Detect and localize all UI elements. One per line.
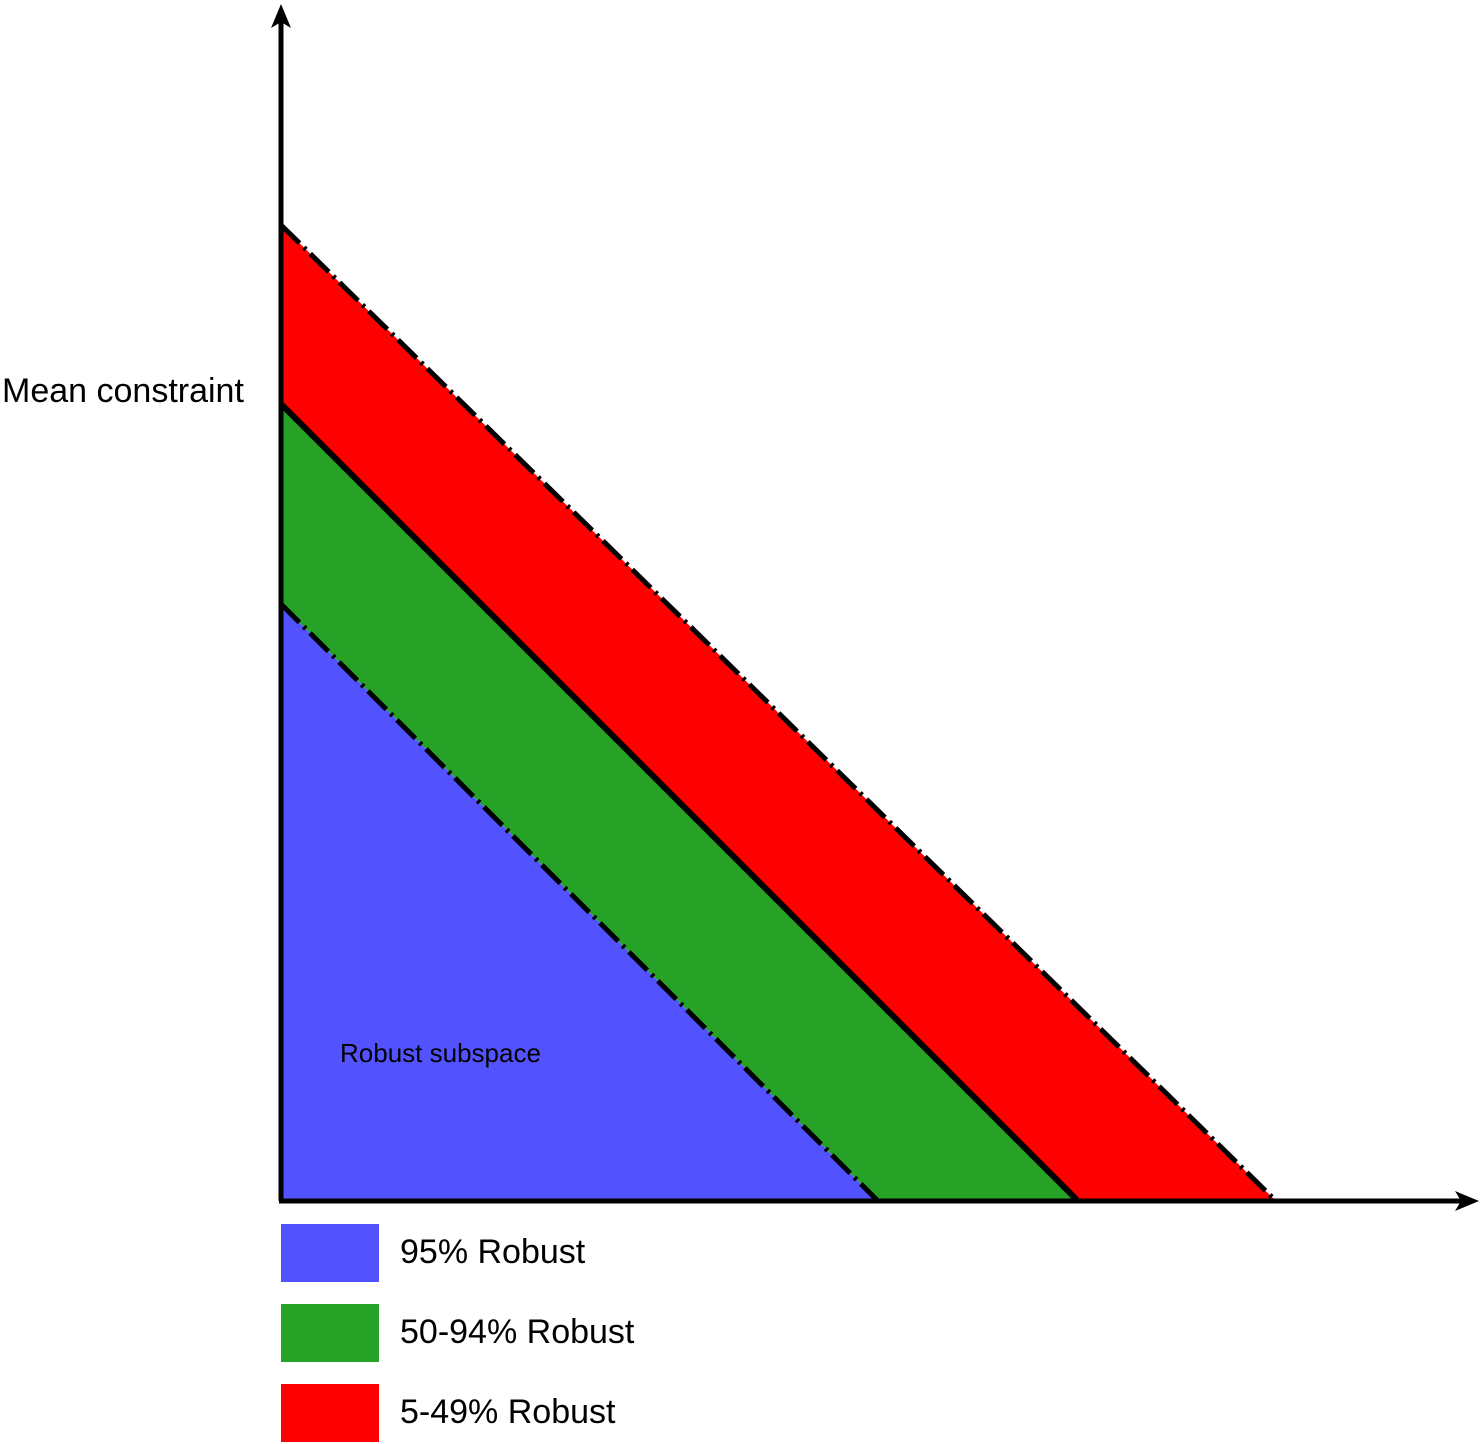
boundary-inner-dashed bbox=[279, 602, 879, 1202]
legend: 95% Robust 50-94% Robust 5-49% Robust bbox=[281, 1224, 635, 1442]
y-axis-arrowhead bbox=[271, 4, 291, 28]
boundary-outer-dashed bbox=[279, 223, 1277, 1202]
legend-label-50-94: 50-94% Robust bbox=[400, 1313, 635, 1351]
legend-swatch-95 bbox=[281, 1224, 379, 1282]
boundary-middle-solid bbox=[278, 401, 1080, 1203]
region-label: Robust subspace bbox=[340, 1038, 541, 1068]
legend-swatch-50-94 bbox=[281, 1304, 379, 1362]
x-axis-arrowhead bbox=[1455, 1191, 1479, 1211]
legend-swatch-5-49 bbox=[281, 1384, 379, 1442]
legend-label-5-49: 5-49% Robust bbox=[400, 1393, 616, 1431]
y-axis-label: Mean constraint bbox=[2, 372, 244, 410]
legend-label-95: 95% Robust bbox=[400, 1233, 586, 1271]
